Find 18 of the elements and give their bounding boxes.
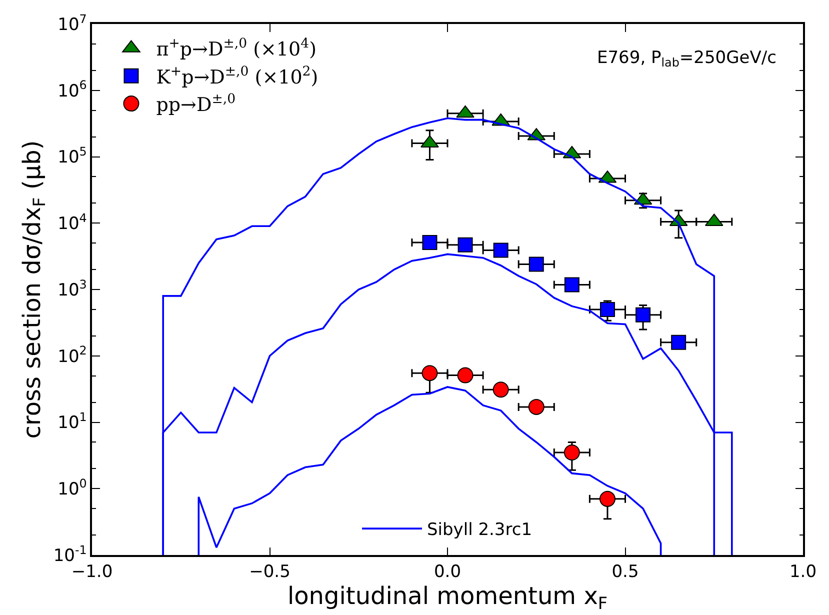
y-tick-label: 10$^{2}$ [58,344,87,367]
x-tick-label: −0.5 [249,562,290,582]
y-tick-label: 10$^{3}$ [58,277,87,300]
legend-label: π$^{+}$p→D$^{±,0}$ (×10$^{4}$) [156,36,316,61]
legend-label: Sibyll 2.3rc1 [427,520,532,540]
x-tick-label: 0.0 [434,562,462,582]
legend-label: K$^{+}$p→D$^{±,0}$ (×10$^{2}$) [156,64,318,88]
y-tick-label: 10$^{4}$ [58,210,87,234]
annotation: E769, P$_{lab}$=250GeV/c [597,48,776,70]
y-tick-label: 10$^{0}$ [58,476,87,500]
y-tick-label: 10$^{7}$ [58,12,87,35]
x-axis-title: longitudinal momentum x$_{F}$ [287,582,608,614]
y-tick-label: 10$^{5}$ [58,144,87,168]
x-tick-label: 0.5 [612,562,639,582]
legend-label: pp→D$^{±,0}$ [156,92,236,116]
x-tick-label: 1.0 [789,562,817,582]
y-tick-label: 10$^{6}$ [58,78,87,102]
y-tick-label: 10$^{1}$ [58,410,87,434]
